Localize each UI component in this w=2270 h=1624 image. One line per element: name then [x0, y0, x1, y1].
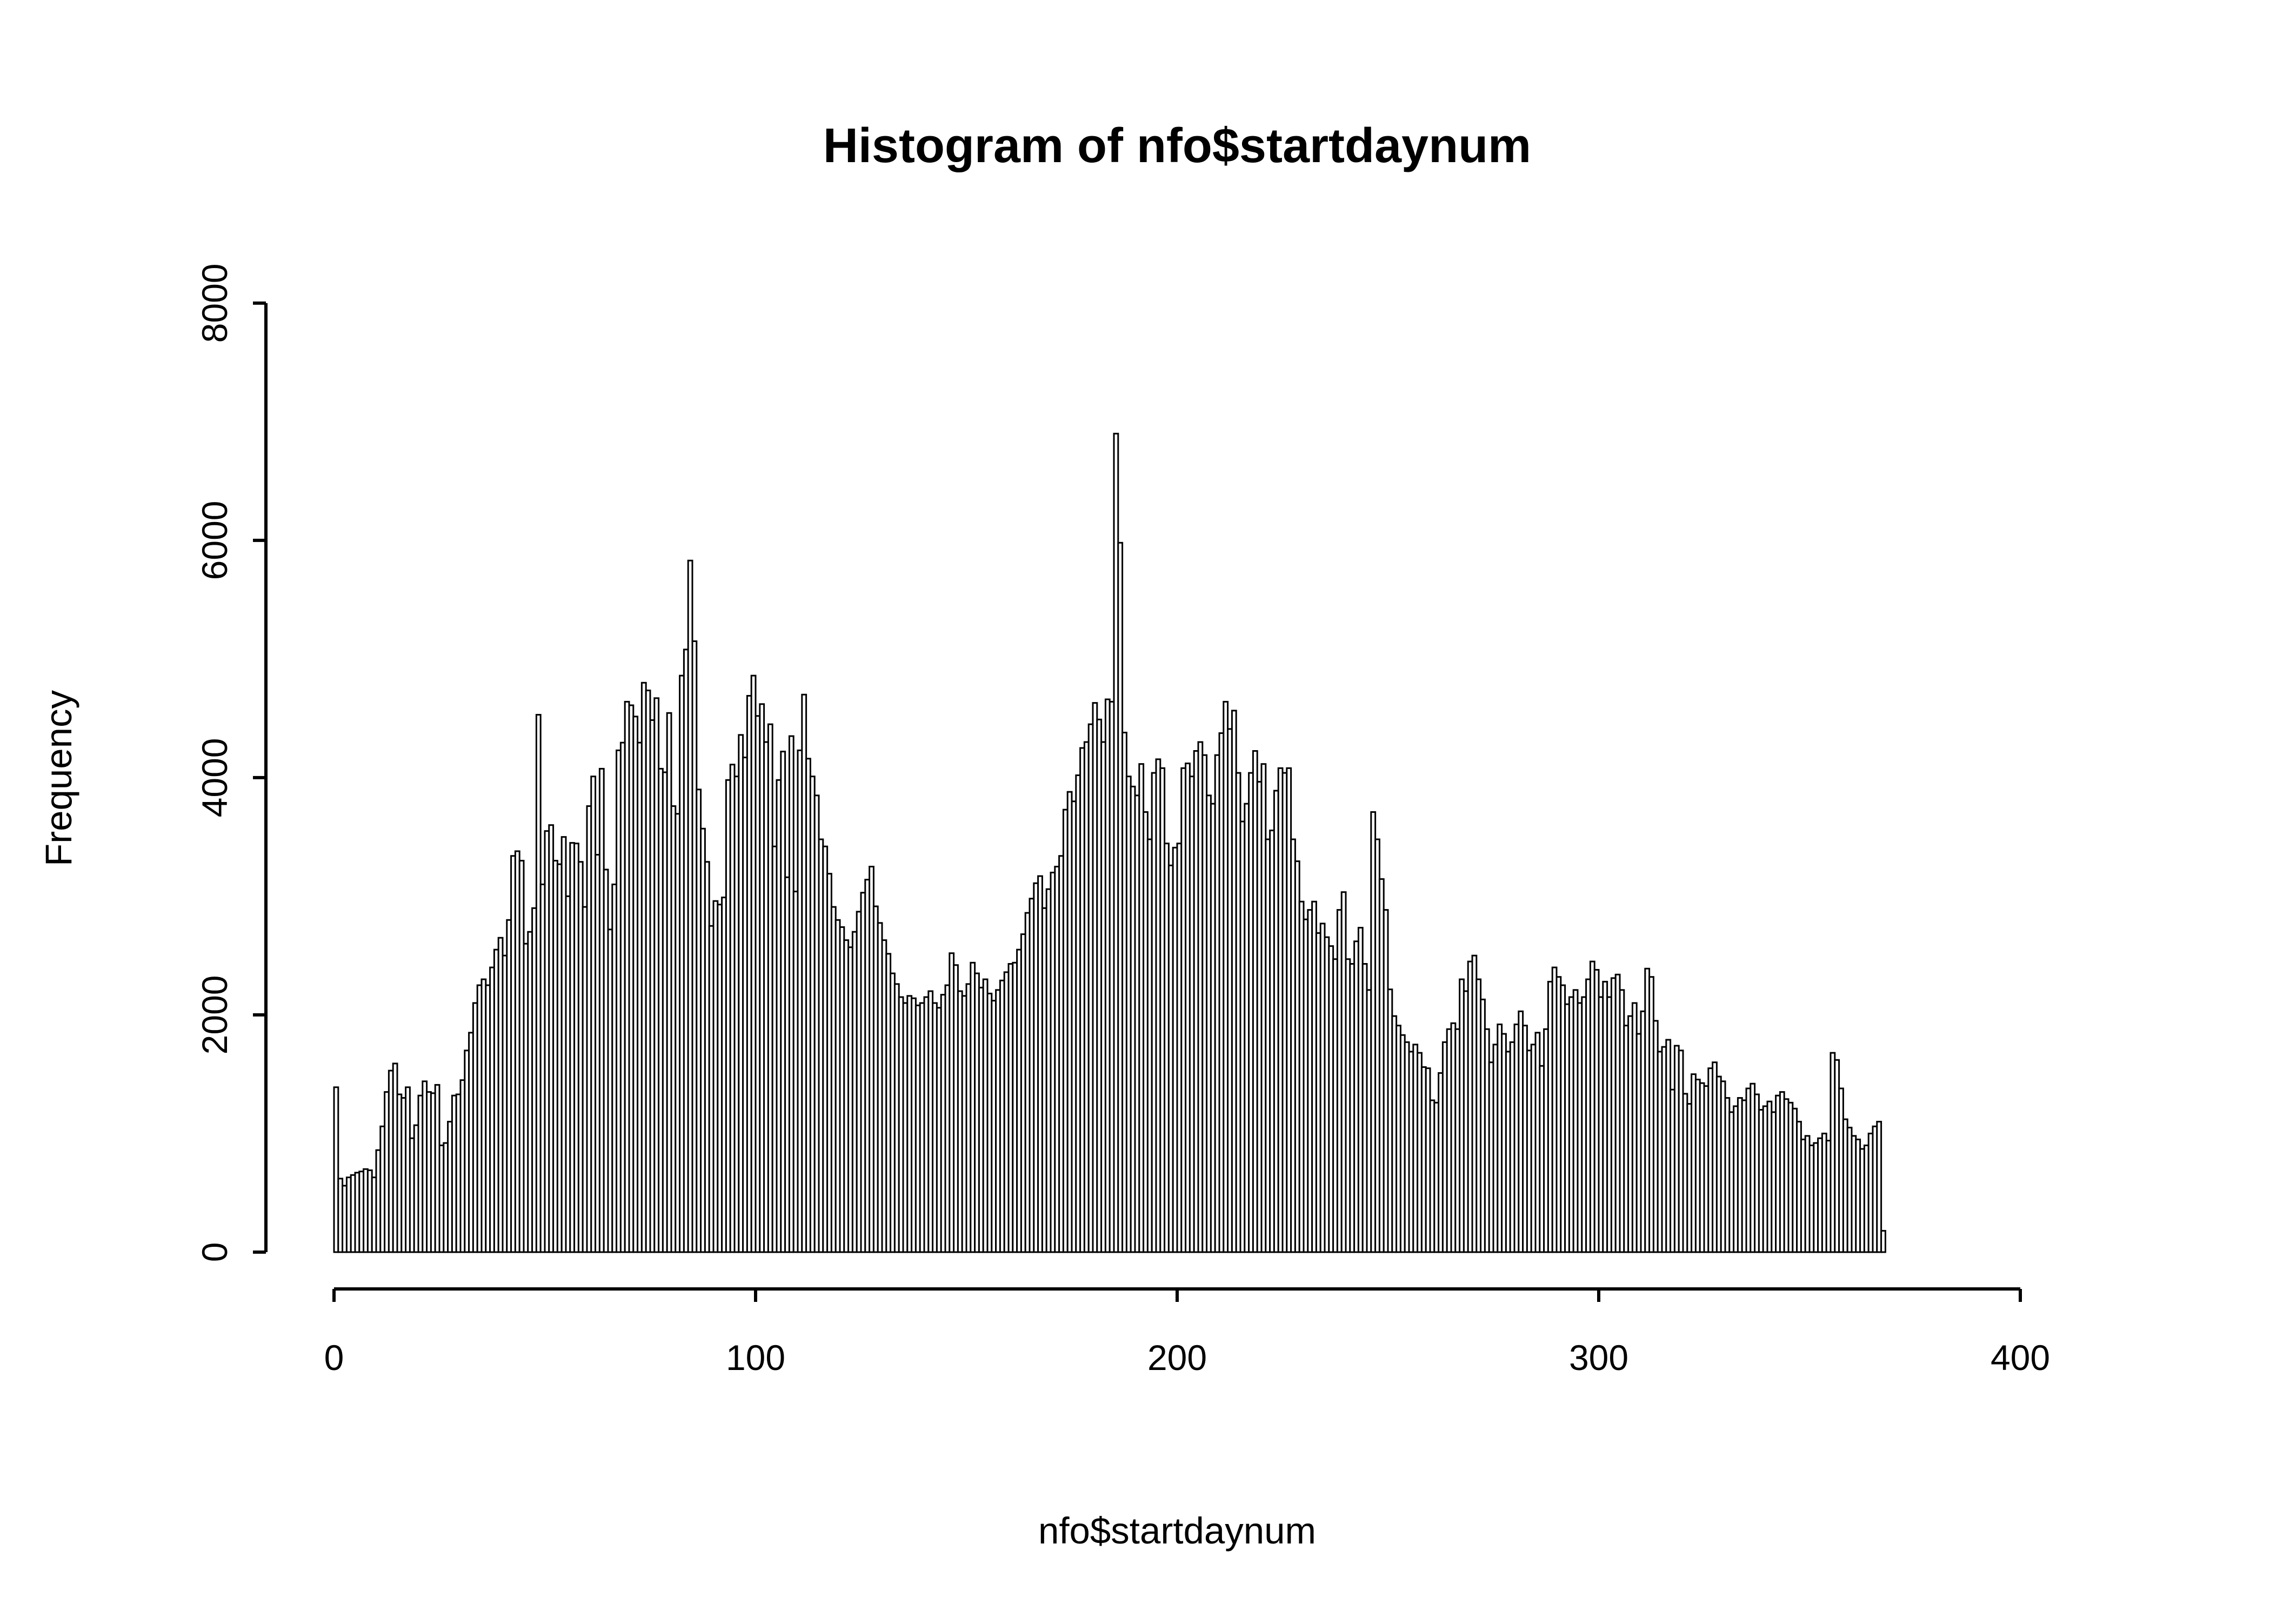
x-tick-label: 400	[1991, 1338, 2050, 1378]
x-tick-label: 0	[324, 1338, 344, 1378]
y-tick-label: 4000	[195, 738, 235, 817]
histogram-bar	[1876, 1120, 1882, 1253]
y-axis-title: Frequency	[38, 690, 79, 866]
y-tick-label: 0	[195, 1242, 235, 1262]
chart-title: Histogram of nfo$startdaynum	[823, 119, 1531, 173]
histogram-bar	[333, 1086, 339, 1253]
x-tick-label: 200	[1147, 1338, 1207, 1378]
x-axis: 0 100 200 300 400	[324, 1287, 2050, 1378]
histogram-bar	[1880, 1229, 1886, 1253]
y-tick-label: 6000	[195, 500, 235, 580]
y-tick-label: 2000	[195, 975, 235, 1054]
y-axis: 0 2000 4000 6000 8000	[195, 263, 268, 1262]
y-tick-label: 8000	[195, 263, 235, 343]
x-axis-title: nfo$startdaynum	[1038, 1510, 1316, 1552]
x-tick-label: 100	[726, 1338, 785, 1378]
histogram-bars	[333, 432, 1886, 1253]
x-tick-label: 300	[1569, 1338, 1628, 1378]
